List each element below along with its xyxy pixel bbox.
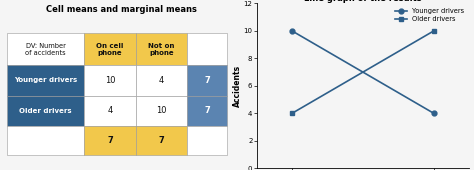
FancyBboxPatch shape	[84, 33, 136, 65]
FancyBboxPatch shape	[136, 126, 187, 155]
FancyBboxPatch shape	[84, 65, 136, 96]
Text: 7: 7	[107, 136, 113, 145]
FancyBboxPatch shape	[7, 126, 84, 155]
Text: 7: 7	[204, 76, 210, 85]
FancyBboxPatch shape	[136, 96, 187, 126]
Text: Younger drivers: Younger drivers	[14, 78, 77, 83]
Y-axis label: Accidents: Accidents	[233, 65, 242, 107]
Text: 10: 10	[156, 106, 167, 115]
FancyBboxPatch shape	[84, 126, 136, 155]
Text: 7: 7	[204, 106, 210, 115]
Text: Cell means and marginal means: Cell means and marginal means	[46, 5, 197, 14]
Title: Line graph of the results: Line graph of the results	[304, 0, 422, 3]
FancyBboxPatch shape	[136, 33, 187, 65]
Text: 7: 7	[159, 136, 164, 145]
Older drivers	[431, 30, 437, 32]
Younger drivers	[431, 112, 437, 114]
Older drivers	[289, 112, 295, 114]
FancyBboxPatch shape	[187, 126, 227, 155]
FancyBboxPatch shape	[187, 96, 227, 126]
FancyBboxPatch shape	[7, 33, 84, 65]
Younger drivers	[289, 30, 295, 32]
Text: 4: 4	[159, 76, 164, 85]
FancyBboxPatch shape	[187, 65, 227, 96]
Text: 4: 4	[108, 106, 113, 115]
Text: Not on
phone: Not on phone	[148, 43, 175, 56]
FancyBboxPatch shape	[136, 65, 187, 96]
Line: Older drivers: Older drivers	[290, 28, 436, 116]
FancyBboxPatch shape	[7, 65, 84, 96]
Text: Older drivers: Older drivers	[19, 108, 72, 114]
Text: 10: 10	[105, 76, 115, 85]
FancyBboxPatch shape	[187, 33, 227, 65]
Text: DV: Number
of accidents: DV: Number of accidents	[26, 43, 66, 56]
FancyBboxPatch shape	[7, 96, 84, 126]
Legend: Younger drivers, Older drivers: Younger drivers, Older drivers	[394, 7, 466, 23]
Text: On cell
phone: On cell phone	[96, 43, 124, 56]
Line: Younger drivers: Younger drivers	[290, 28, 436, 116]
FancyBboxPatch shape	[84, 96, 136, 126]
